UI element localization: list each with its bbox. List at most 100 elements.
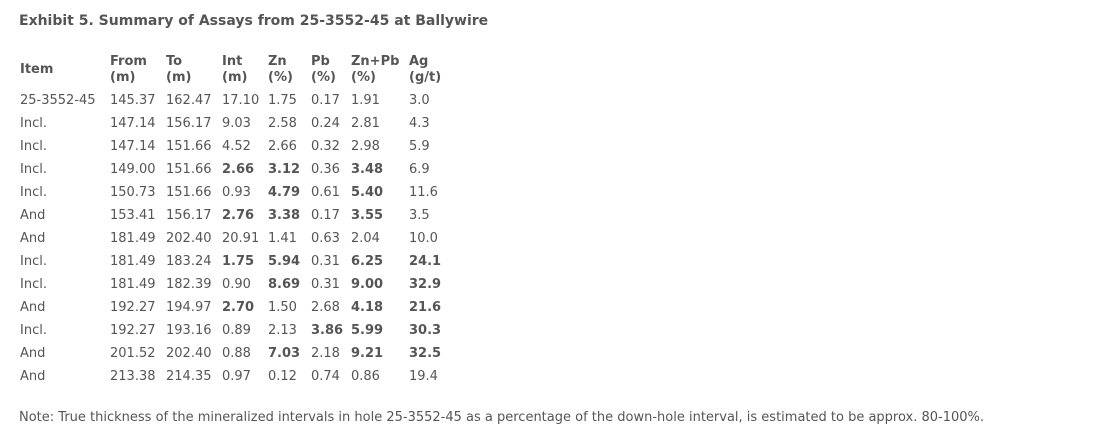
table-cell: 1.75 <box>268 93 297 108</box>
table-cell: 194.97 <box>166 300 212 315</box>
table-cell: 151.66 <box>166 185 212 200</box>
table-cell: Incl. <box>20 185 47 200</box>
table-cell: 0.36 <box>311 162 340 177</box>
table-cell: 214.35 <box>166 369 212 384</box>
note: Note: True thickness of the mineralized … <box>19 410 985 425</box>
table-cell: 11.6 <box>409 185 438 200</box>
table-cell: 2.58 <box>268 116 297 131</box>
table-cell: 192.27 <box>110 300 156 315</box>
table-cell: 3.0 <box>409 93 430 108</box>
table-cell: 201.52 <box>110 346 156 361</box>
table-cell: 4.3 <box>409 116 430 131</box>
table-cell: 21.6 <box>409 300 442 315</box>
table-cell: 3.55 <box>351 208 384 223</box>
table-cell: 2.18 <box>311 346 340 361</box>
table-cell: Incl. <box>20 162 47 177</box>
table-cell: 1.41 <box>268 231 297 246</box>
table-cell: 162.47 <box>166 93 212 108</box>
table-cell: 202.40 <box>166 346 212 361</box>
table-cell: 0.93 <box>222 185 251 200</box>
table-cell: 9.21 <box>351 346 384 361</box>
column-header: Ag <box>409 54 429 69</box>
table-cell: 192.27 <box>110 323 156 338</box>
table-cell: 181.49 <box>110 277 156 292</box>
column-header: From <box>110 54 147 69</box>
table-cell: 19.4 <box>409 369 438 384</box>
column-header: Int <box>222 54 243 69</box>
table-cell: 1.75 <box>222 254 255 269</box>
table-cell: 9.00 <box>351 277 384 292</box>
table-cell: 0.17 <box>311 208 340 223</box>
table-cell: 32.5 <box>409 346 442 361</box>
column-unit: (g/t) <box>409 70 442 85</box>
table-cell: 4.52 <box>222 139 251 154</box>
table-cell: And <box>20 346 46 361</box>
table-cell: 182.39 <box>166 277 212 292</box>
table-cell: 0.89 <box>222 323 251 338</box>
table-cell: 10.0 <box>409 231 438 246</box>
column-header: Zn+Pb <box>351 54 400 69</box>
table-cell: 0.31 <box>311 277 340 292</box>
table-cell: 151.66 <box>166 162 212 177</box>
table-cell: 0.88 <box>222 346 251 361</box>
table-cell: 2.76 <box>222 208 255 223</box>
table-cell: 7.03 <box>268 346 301 361</box>
table-cell: 149.00 <box>110 162 156 177</box>
table-cell: 3.86 <box>311 323 344 338</box>
table-cell: 193.16 <box>166 323 212 338</box>
table-cell: 25-3552-45 <box>20 93 96 108</box>
table-cell: 30.3 <box>409 323 442 338</box>
table-cell: Incl. <box>20 116 47 131</box>
table-cell: 2.98 <box>351 139 380 154</box>
column-unit: (m) <box>166 70 192 85</box>
column-header: To <box>166 54 183 69</box>
table-cell: 1.91 <box>351 93 380 108</box>
table-cell: 0.31 <box>311 254 340 269</box>
column-header: Item <box>20 62 54 77</box>
table-cell: 181.49 <box>110 254 156 269</box>
table-cell: 156.17 <box>166 116 212 131</box>
table-cell: 2.70 <box>222 300 255 315</box>
table-cell: 9.03 <box>222 116 251 131</box>
table-cell: 202.40 <box>166 231 212 246</box>
table-cell: 2.66 <box>222 162 255 177</box>
column-unit: (%) <box>268 70 293 85</box>
table-cell: 0.86 <box>351 369 380 384</box>
column-unit: (%) <box>311 70 336 85</box>
column-unit: (%) <box>351 70 376 85</box>
table-cell: 0.97 <box>222 369 251 384</box>
table-cell: 156.17 <box>166 208 212 223</box>
table-cell: 5.99 <box>351 323 384 338</box>
table-cell: 20.91 <box>222 231 260 246</box>
table-cell: 5.9 <box>409 139 430 154</box>
table-cell: 0.90 <box>222 277 251 292</box>
table-cell: 0.32 <box>311 139 340 154</box>
table-cell: 8.69 <box>268 277 301 292</box>
table-cell: 183.24 <box>166 254 212 269</box>
title: Exhibit 5. Summary of Assays from 25-355… <box>19 13 489 29</box>
column-header: Zn <box>268 54 287 69</box>
table-cell: 6.9 <box>409 162 430 177</box>
table-cell: 213.38 <box>110 369 156 384</box>
table-cell: 150.73 <box>110 185 156 200</box>
table-cell: 181.49 <box>110 231 156 246</box>
table-cell: Incl. <box>20 277 47 292</box>
table-cell: 2.81 <box>351 116 380 131</box>
table-cell: 3.5 <box>409 208 430 223</box>
table-cell: And <box>20 300 46 315</box>
table-cell: 2.68 <box>311 300 340 315</box>
table-cell: 0.12 <box>268 369 297 384</box>
table-cell: 0.63 <box>311 231 340 246</box>
table-cell: 147.14 <box>110 139 156 154</box>
table-cell: 5.40 <box>351 185 384 200</box>
table-cell: 5.94 <box>268 254 301 269</box>
table-cell: 3.12 <box>268 162 301 177</box>
table-cell: 2.04 <box>351 231 380 246</box>
table-cell: And <box>20 231 46 246</box>
table-cell: Incl. <box>20 139 47 154</box>
table-cell: And <box>20 369 46 384</box>
table-cell: 24.1 <box>409 254 442 269</box>
table-cell: 2.13 <box>268 323 297 338</box>
table-cell: 151.66 <box>166 139 212 154</box>
